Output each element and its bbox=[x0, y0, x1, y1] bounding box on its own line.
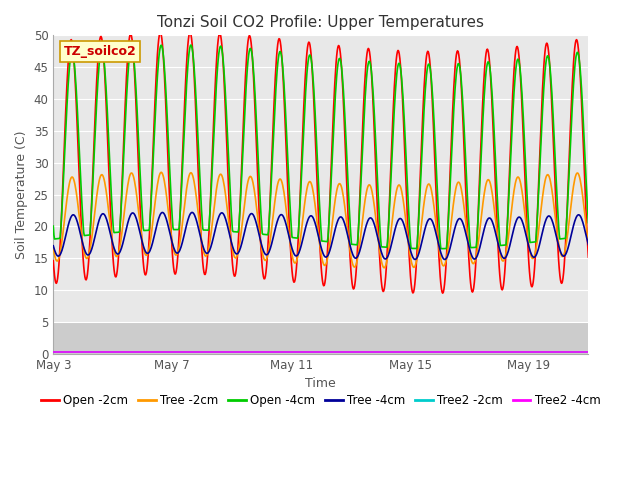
Tree -4cm bbox=[353, 254, 361, 260]
Tree2 -2cm bbox=[353, 349, 360, 355]
Open -2cm bbox=[273, 47, 281, 53]
Line: Open -4cm: Open -4cm bbox=[53, 45, 588, 249]
Tree2 -2cm bbox=[175, 349, 183, 355]
Tree2 -4cm bbox=[482, 349, 490, 355]
Tree2 -4cm bbox=[68, 349, 76, 355]
Open -2cm bbox=[49, 258, 57, 264]
Tree -4cm bbox=[175, 249, 183, 254]
Y-axis label: Soil Temperature (C): Soil Temperature (C) bbox=[15, 130, 28, 259]
Open -4cm bbox=[68, 50, 76, 56]
Tree2 -4cm bbox=[273, 349, 280, 355]
Title: Tonzi Soil CO2 Profile: Upper Temperatures: Tonzi Soil CO2 Profile: Upper Temperatur… bbox=[157, 15, 484, 30]
Tree -2cm bbox=[381, 265, 388, 271]
Open -4cm bbox=[49, 223, 57, 229]
Line: Tree -4cm: Tree -4cm bbox=[53, 213, 588, 260]
Tree -2cm bbox=[176, 240, 184, 246]
Open -4cm bbox=[273, 68, 281, 73]
Line: Open -2cm: Open -2cm bbox=[53, 33, 588, 293]
Legend: Open -2cm, Tree -2cm, Open -4cm, Tree -4cm, Tree2 -2cm, Tree2 -4cm: Open -2cm, Tree -2cm, Open -4cm, Tree -4… bbox=[36, 389, 605, 411]
Open -4cm bbox=[175, 225, 183, 230]
Open -4cm bbox=[244, 52, 252, 58]
Tree2 -4cm bbox=[584, 349, 592, 355]
Tree2 -2cm bbox=[244, 349, 252, 355]
Open -2cm bbox=[68, 42, 76, 48]
Open -2cm bbox=[439, 290, 447, 296]
Tree2 -2cm bbox=[49, 349, 57, 355]
Open -2cm bbox=[483, 48, 490, 53]
Tree -4cm bbox=[244, 215, 252, 220]
X-axis label: Time: Time bbox=[305, 377, 336, 390]
Tree -2cm bbox=[68, 174, 76, 180]
Tree2 -4cm bbox=[353, 349, 360, 355]
Tree -2cm bbox=[157, 169, 165, 175]
Tree2 -2cm bbox=[584, 349, 592, 355]
Tree2 -2cm bbox=[68, 349, 76, 355]
Open -4cm bbox=[437, 246, 445, 252]
Tree -2cm bbox=[483, 179, 490, 185]
Open -2cm bbox=[353, 253, 361, 259]
Open -2cm bbox=[175, 231, 183, 237]
Tree2 -2cm bbox=[482, 349, 490, 355]
Open -2cm bbox=[186, 30, 194, 36]
Tree -4cm bbox=[68, 212, 76, 218]
Open -4cm bbox=[187, 42, 195, 48]
Tree -4cm bbox=[188, 210, 196, 216]
Tree -4cm bbox=[273, 219, 281, 225]
Tree2 -4cm bbox=[244, 349, 252, 355]
Line: Tree -2cm: Tree -2cm bbox=[53, 172, 588, 268]
Tree2 -4cm bbox=[49, 349, 57, 355]
Tree -2cm bbox=[584, 240, 592, 245]
Tree -2cm bbox=[49, 245, 57, 251]
Open -4cm bbox=[584, 220, 592, 226]
Open -2cm bbox=[584, 254, 592, 260]
Open -2cm bbox=[244, 35, 252, 40]
Bar bbox=[53, 322, 588, 354]
Tree -4cm bbox=[441, 257, 449, 263]
Tree -2cm bbox=[353, 258, 361, 264]
Open -4cm bbox=[483, 64, 490, 70]
Tree -2cm bbox=[273, 184, 281, 190]
Text: TZ_soilco2: TZ_soilco2 bbox=[64, 45, 137, 58]
Tree2 -4cm bbox=[175, 349, 183, 355]
Tree2 -2cm bbox=[273, 349, 280, 355]
Tree -4cm bbox=[584, 242, 592, 248]
Tree -4cm bbox=[49, 243, 57, 249]
Open -4cm bbox=[353, 242, 361, 248]
Tree -4cm bbox=[483, 218, 490, 224]
Tree -2cm bbox=[244, 176, 252, 182]
